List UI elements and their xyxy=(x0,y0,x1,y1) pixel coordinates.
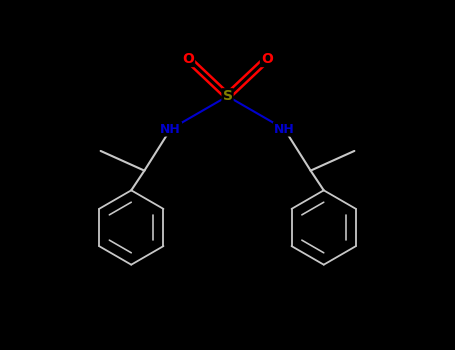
Text: O: O xyxy=(261,52,273,66)
Text: S: S xyxy=(222,89,233,103)
Text: NH: NH xyxy=(160,122,181,135)
Text: O: O xyxy=(182,52,194,66)
Text: NH: NH xyxy=(274,122,295,135)
